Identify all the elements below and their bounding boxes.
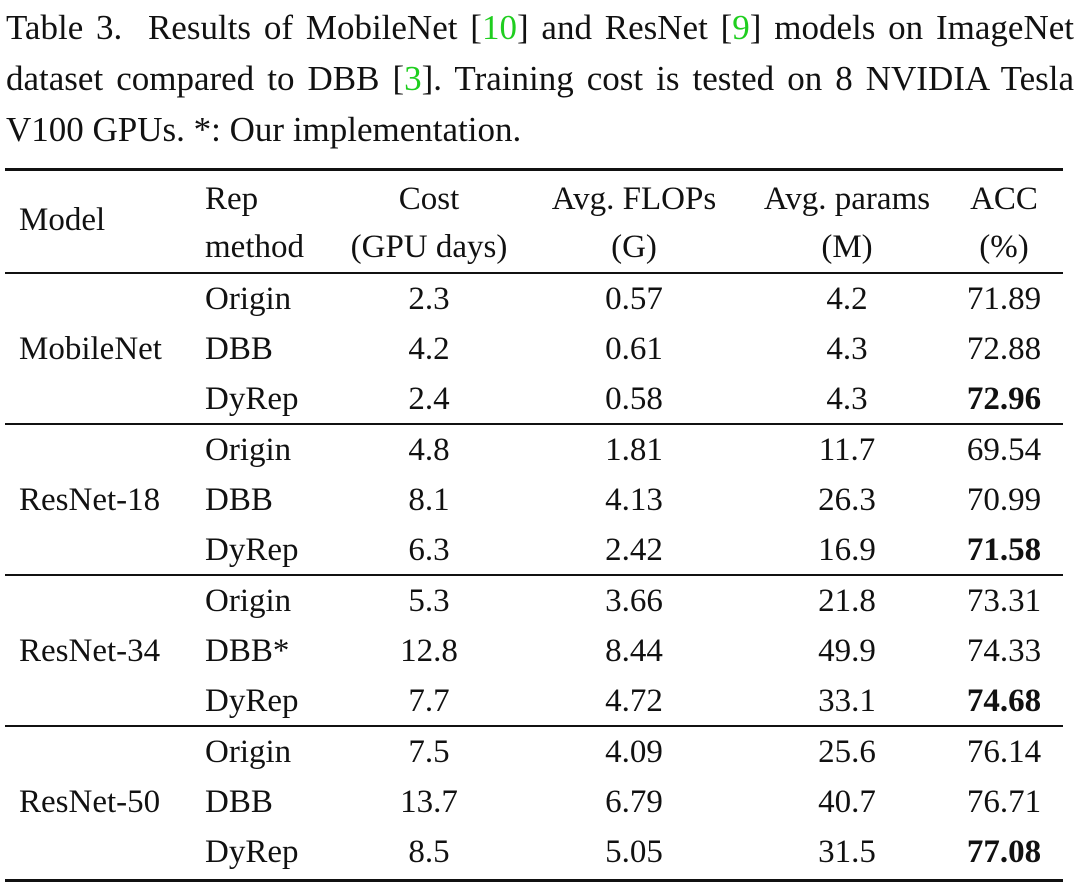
caption-text: ] and ResNet [	[516, 8, 733, 47]
acc-value: 76.71	[966, 784, 1042, 820]
rep-method: Origin	[205, 734, 292, 770]
acc-value: 73.31	[966, 583, 1042, 619]
params-value: 4.2	[826, 281, 868, 317]
cost-value: 7.5	[408, 734, 450, 770]
caption-text: Results of MobileNet [	[147, 8, 482, 47]
params-value: 40.7	[818, 784, 876, 820]
flops-value: 0.57	[605, 281, 663, 317]
flops-value: 6.79	[605, 784, 663, 820]
rep-method: DyRep	[205, 834, 299, 870]
table-caption: Table 3. Results of MobileNet [10] and R…	[6, 2, 1074, 155]
model-name: ResNet-34	[19, 633, 161, 669]
header-flops: Avg. FLOPs	[551, 181, 717, 217]
params-value: 11.7	[818, 432, 876, 468]
rep-method: DBB	[205, 482, 273, 518]
group-resnet-18: ResNet-18 Origin 4.8 1.81 11.7 69.54 DBB…	[5, 425, 1063, 576]
acc-value: 70.99	[966, 482, 1042, 518]
flops-value: 4.09	[605, 734, 663, 770]
rep-method: Origin	[205, 432, 292, 468]
caption-label: Table 3.	[6, 8, 123, 47]
flops-value: 4.13	[605, 482, 663, 518]
params-value: 33.1	[818, 683, 876, 719]
cost-value: 12.8	[400, 633, 458, 669]
header-acc-unit: (%)	[979, 229, 1029, 265]
rep-method: DBB	[205, 784, 273, 820]
model-name: ResNet-18	[19, 482, 161, 518]
citation-link[interactable]: 3	[404, 59, 422, 98]
group-mobilenet: MobileNet Origin 2.3 0.57 4.2 71.89 DBB …	[5, 274, 1063, 425]
acc-value-best: 71.58	[966, 532, 1042, 568]
params-value: 26.3	[818, 482, 876, 518]
flops-value: 1.81	[605, 432, 663, 468]
caption-text: ] models on ImageNet dataset compared to…	[6, 8, 1074, 98]
model-name: ResNet-50	[19, 784, 161, 820]
header-cost: Cost	[398, 181, 460, 217]
citation-link[interactable]: 10	[481, 8, 517, 47]
header-model: Model	[19, 202, 106, 238]
cost-value: 5.3	[408, 583, 450, 619]
header-flops-unit: (G)	[611, 229, 657, 265]
rep-method: DyRep	[205, 381, 299, 417]
cost-value: 2.3	[408, 281, 450, 317]
rep-method: Origin	[205, 583, 292, 619]
table-header: Model Rep method Cost (GPU days) Avg. FL…	[5, 171, 1063, 274]
results-table: Model Rep method Cost (GPU days) Avg. FL…	[5, 168, 1063, 882]
header-cost-unit: (GPU days)	[350, 229, 508, 265]
flops-value: 0.58	[605, 381, 663, 417]
cost-value: 8.5	[408, 834, 450, 870]
cost-value: 2.4	[408, 381, 450, 417]
rep-method: DyRep	[205, 683, 299, 719]
acc-value: 76.14	[966, 734, 1042, 770]
header-rep-method: method	[205, 229, 304, 265]
cost-value: 8.1	[408, 482, 450, 518]
flops-value: 0.61	[605, 331, 663, 367]
acc-value-best: 74.68	[966, 683, 1042, 719]
caption-text: ]. Training cost is tested on 8 NVIDIA T…	[6, 59, 1074, 149]
acc-value: 74.33	[966, 633, 1042, 669]
rep-method: Origin	[205, 281, 292, 317]
cost-value: 6.3	[408, 532, 450, 568]
header-params-unit: (M)	[821, 229, 873, 265]
flops-value: 2.42	[605, 532, 663, 568]
acc-value: 69.54	[966, 432, 1042, 468]
params-value: 16.9	[818, 532, 876, 568]
params-value: 21.8	[818, 583, 876, 619]
group-resnet-34: ResNet-34 Origin 5.3 3.66 21.8 73.31 DBB…	[5, 576, 1063, 727]
header-params: Avg. params	[763, 181, 931, 217]
flops-value: 4.72	[605, 683, 663, 719]
acc-value: 71.89	[966, 281, 1042, 317]
params-value: 49.9	[818, 633, 876, 669]
flops-value: 8.44	[605, 633, 663, 669]
citation-link[interactable]: 9	[732, 8, 750, 47]
acc-value-best: 77.08	[966, 834, 1042, 870]
cost-value: 7.7	[408, 683, 450, 719]
params-value: 25.6	[818, 734, 876, 770]
rep-method: DBB	[205, 331, 273, 367]
cost-value: 4.8	[408, 432, 450, 468]
header-rep: Rep	[205, 181, 259, 217]
model-name: MobileNet	[19, 331, 162, 367]
params-value: 31.5	[818, 834, 876, 870]
cost-value: 4.2	[408, 331, 450, 367]
rep-method: DyRep	[205, 532, 299, 568]
flops-value: 3.66	[605, 583, 663, 619]
rep-method: DBB*	[205, 633, 290, 669]
group-resnet-50: ResNet-50 Origin 7.5 4.09 25.6 76.14 DBB…	[5, 727, 1063, 878]
flops-value: 5.05	[605, 834, 663, 870]
params-value: 4.3	[826, 381, 868, 417]
params-value: 4.3	[826, 331, 868, 367]
acc-value-best: 72.96	[966, 381, 1042, 417]
header-acc: ACC	[970, 181, 1038, 217]
cost-value: 13.7	[400, 784, 458, 820]
acc-value: 72.88	[966, 331, 1042, 367]
